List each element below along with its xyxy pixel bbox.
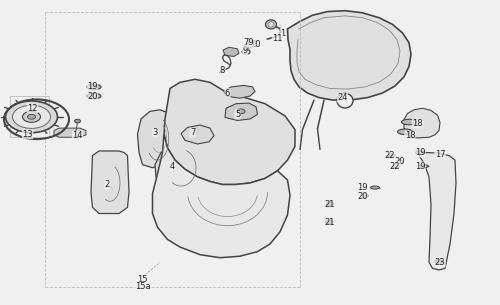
Polygon shape (91, 151, 129, 213)
Ellipse shape (244, 44, 254, 48)
Text: 20: 20 (357, 192, 368, 201)
Text: 19: 19 (357, 183, 368, 192)
Text: 22: 22 (385, 151, 395, 160)
Text: 2: 2 (105, 180, 110, 189)
Text: 18: 18 (412, 119, 423, 128)
Circle shape (237, 109, 245, 114)
Polygon shape (224, 85, 255, 98)
Polygon shape (404, 108, 440, 138)
Text: 13: 13 (22, 130, 33, 139)
Ellipse shape (392, 165, 400, 168)
Text: 17: 17 (434, 149, 446, 159)
Text: 22: 22 (390, 162, 400, 171)
Circle shape (12, 105, 51, 128)
Text: 7: 7 (190, 128, 195, 137)
Polygon shape (164, 79, 295, 185)
Text: 15a: 15a (134, 282, 150, 291)
Ellipse shape (402, 119, 416, 125)
Text: 14: 14 (72, 131, 83, 140)
Text: 21: 21 (325, 218, 335, 227)
Polygon shape (419, 152, 456, 270)
Text: 10: 10 (250, 40, 260, 49)
Text: 9: 9 (242, 46, 248, 55)
Text: 19: 19 (415, 162, 425, 171)
Text: 21: 21 (325, 200, 335, 209)
Text: 20: 20 (88, 92, 98, 101)
Ellipse shape (87, 93, 101, 99)
Polygon shape (288, 11, 411, 100)
Ellipse shape (416, 151, 424, 154)
Polygon shape (54, 128, 86, 137)
Text: 19: 19 (415, 148, 425, 157)
Circle shape (436, 260, 442, 263)
Ellipse shape (435, 260, 443, 264)
Text: 4: 4 (170, 162, 175, 171)
Ellipse shape (87, 84, 101, 90)
Circle shape (6, 101, 58, 133)
Ellipse shape (337, 93, 353, 108)
Ellipse shape (326, 220, 332, 224)
Ellipse shape (370, 186, 380, 189)
Ellipse shape (248, 40, 256, 44)
Ellipse shape (420, 165, 428, 168)
Text: 79: 79 (244, 38, 254, 47)
Ellipse shape (387, 154, 395, 157)
Circle shape (28, 114, 36, 119)
Polygon shape (223, 47, 239, 56)
Text: 8: 8 (220, 66, 225, 75)
Polygon shape (225, 103, 258, 120)
Circle shape (22, 111, 40, 122)
Text: 5: 5 (235, 110, 240, 119)
Ellipse shape (326, 202, 334, 206)
Polygon shape (155, 143, 209, 192)
Polygon shape (181, 125, 214, 144)
Ellipse shape (268, 22, 274, 27)
Circle shape (328, 202, 332, 205)
Text: 19: 19 (88, 82, 98, 92)
Ellipse shape (398, 129, 412, 135)
Text: 11: 11 (272, 34, 283, 43)
Text: 18: 18 (404, 131, 415, 140)
Polygon shape (152, 134, 290, 258)
Ellipse shape (266, 20, 276, 29)
Text: 3: 3 (152, 128, 158, 137)
Text: 6: 6 (225, 88, 230, 98)
Text: 24: 24 (337, 93, 348, 102)
Circle shape (326, 221, 332, 224)
Text: 12: 12 (27, 104, 38, 113)
Circle shape (74, 119, 80, 123)
Ellipse shape (397, 160, 403, 163)
Polygon shape (138, 110, 180, 168)
Text: 1: 1 (280, 29, 285, 38)
Text: 20: 20 (395, 157, 405, 166)
Ellipse shape (362, 194, 368, 198)
Text: 23: 23 (434, 258, 446, 267)
Text: 15: 15 (137, 274, 148, 284)
